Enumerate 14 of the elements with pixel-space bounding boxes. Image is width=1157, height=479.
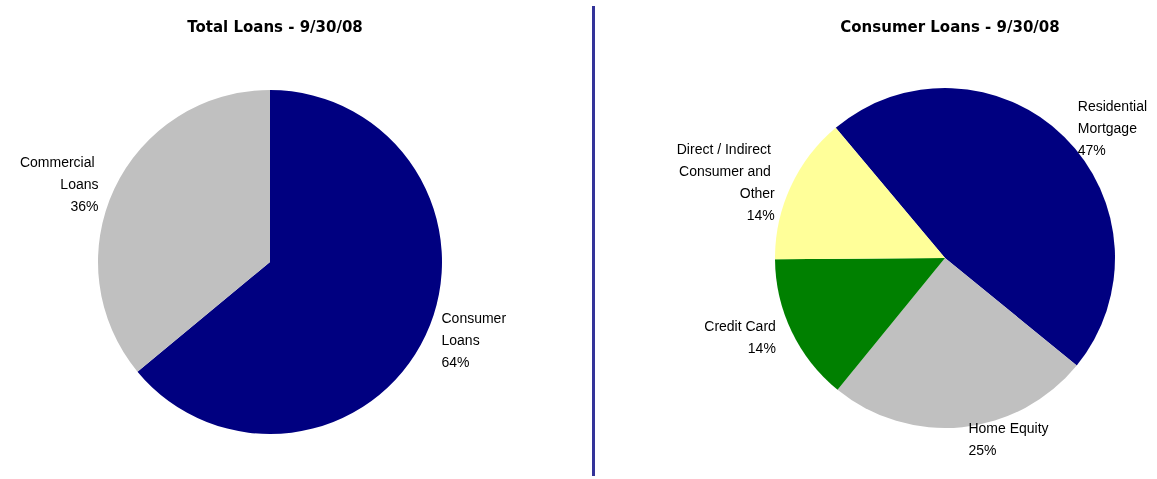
slice-label: Credit Card	[704, 317, 776, 334]
slice-label: Consumer Loans	[441, 310, 510, 349]
data-label: 25%	[968, 442, 997, 459]
data-label: 14%	[746, 206, 775, 223]
data-label: 47%	[1077, 142, 1106, 159]
slice-label: Residential Mortgage	[1077, 98, 1151, 137]
chart-title: Consumer Loans - 9/30/08	[840, 17, 1060, 36]
slice-label: Home Equity	[968, 420, 1049, 437]
slice-label: Direct / Indirect Consumer and Other	[676, 140, 776, 201]
data-label: 64%	[441, 354, 470, 371]
data-label: 14%	[747, 339, 776, 356]
chart-title: Total Loans - 9/30/08	[187, 17, 363, 36]
slice-label: Commercial Loans	[19, 153, 99, 192]
data-label: 36%	[70, 197, 99, 214]
